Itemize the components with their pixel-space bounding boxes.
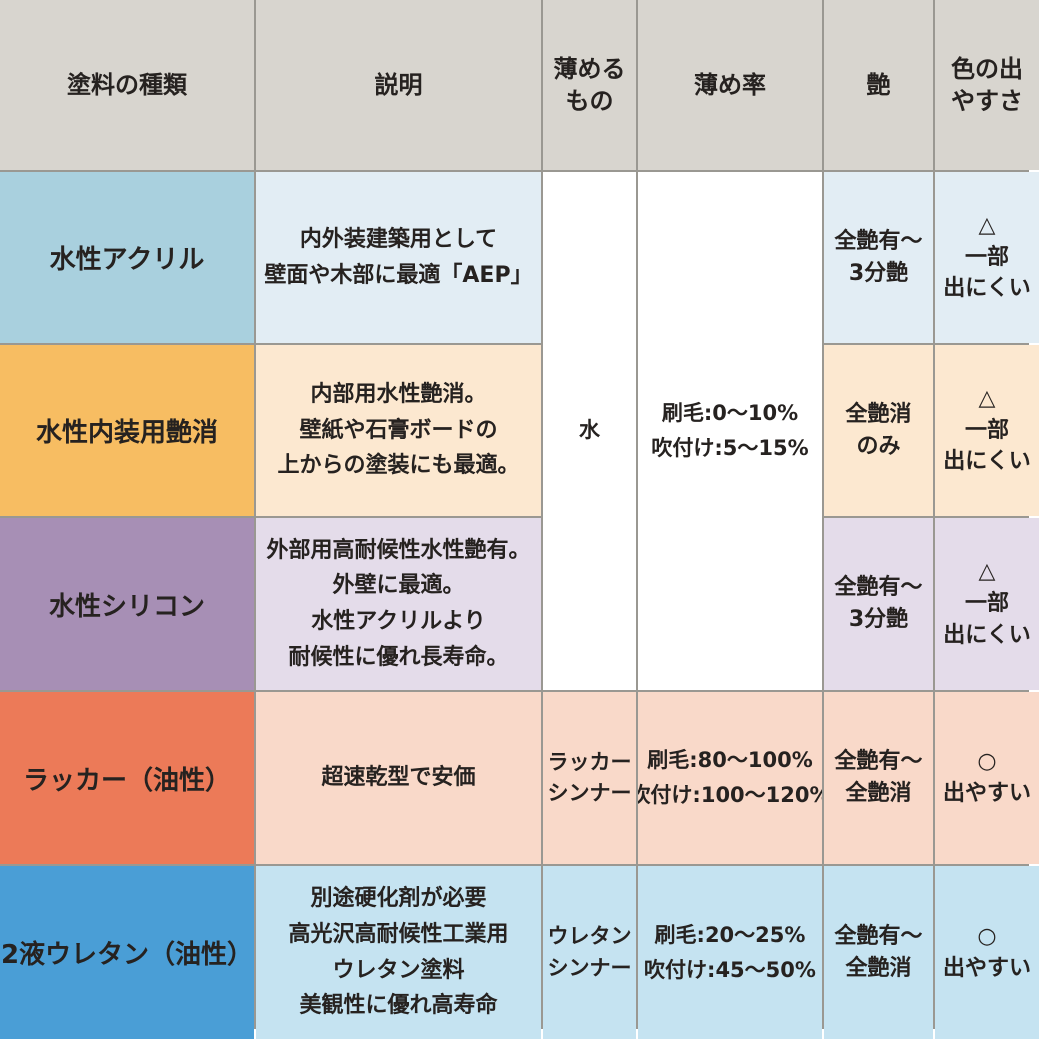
color-ease-cell: △ 一部 出にくい xyxy=(935,345,1039,516)
paint-type-cell: 2液ウレタン（油性） xyxy=(0,866,254,1039)
header-color-ease: 色の出 やすさ xyxy=(935,0,1039,170)
thinner-merged-cell: 水 xyxy=(543,172,636,690)
description-cell: 外部用高耐候性水性艶有。 外壁に最適。 水性アクリルより 耐候性に優れ長寿命。 xyxy=(256,518,541,690)
gloss-cell: 全艶有～ 全艶消 xyxy=(824,866,933,1039)
gloss-cell: 全艶消 のみ xyxy=(824,345,933,516)
paint-type-cell: 水性内装用艶消 xyxy=(0,345,254,516)
color-ease-cell: △ 一部 出にくい xyxy=(935,172,1039,343)
gloss-cell: 全艶有～ 全艶消 xyxy=(824,692,933,864)
color-ease-cell: ○ 出やすい xyxy=(935,692,1039,864)
paint-type-cell: 水性アクリル xyxy=(0,172,254,343)
description-cell: 別途硬化剤が必要 高光沢高耐候性工業用 ウレタン塗料 美観性に優れ高寿命 xyxy=(256,866,541,1039)
color-ease-cell: △ 一部 出にくい xyxy=(935,518,1039,690)
thinner-cell: ウレタン シンナー xyxy=(543,866,636,1039)
dilution-rate-cell: 刷毛:80～100% 吹付け:100～120% xyxy=(638,692,822,864)
paint-type-cell: ラッカー（油性） xyxy=(0,692,254,864)
gloss-cell: 全艶有～ 3分艶 xyxy=(824,172,933,343)
header-dilution-rate: 薄め率 xyxy=(638,0,822,170)
thinner-cell: ラッカー シンナー xyxy=(543,692,636,864)
dilution-rate-cell: 刷毛:20～25% 吹付け:45～50% xyxy=(638,866,822,1039)
gloss-cell: 全艶有～ 3分艶 xyxy=(824,518,933,690)
header-paint-type: 塗料の種類 xyxy=(0,0,254,170)
paint-type-cell: 水性シリコン xyxy=(0,518,254,690)
description-cell: 超速乾型で安価 xyxy=(256,692,541,864)
header-gloss: 艶 xyxy=(824,0,933,170)
description-cell: 内外装建築用として 壁面や木部に最適「AEP」 xyxy=(256,172,541,343)
header-thinner: 薄める もの xyxy=(543,0,636,170)
description-cell: 内部用水性艶消。 壁紙や石膏ボードの 上からの塗装にも最適。 xyxy=(256,345,541,516)
dilution-rate-merged-cell: 刷毛:0～10% 吹付け:5～15% xyxy=(638,172,822,690)
header-description: 説明 xyxy=(256,0,541,170)
color-ease-cell: ○ 出やすい xyxy=(935,866,1039,1039)
